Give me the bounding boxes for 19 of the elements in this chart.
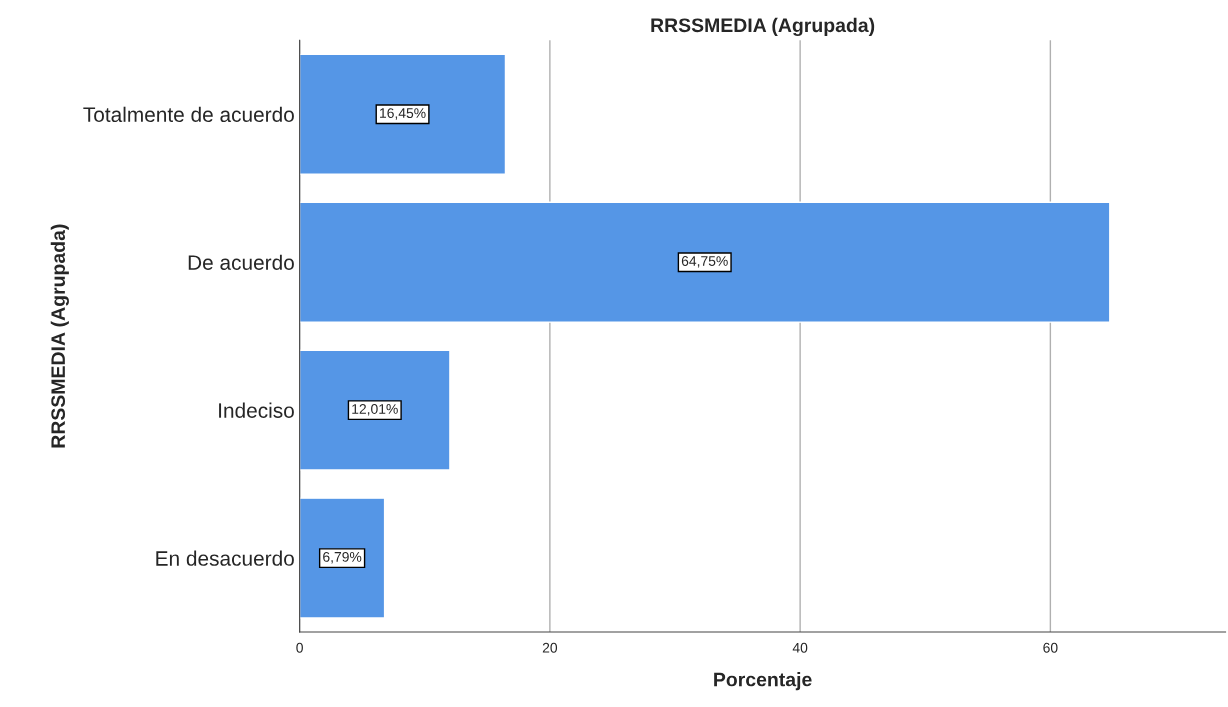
x-axis-title: Porcentaje: [714, 672, 812, 691]
x-tick-label: 40: [792, 642, 808, 653]
y-tick-label: Indeciso: [219, 402, 294, 418]
x-tick-label: 0: [296, 642, 303, 653]
data-label: 64,75%: [681, 256, 728, 268]
chart-title: RRSSMEDIA (Agrupada): [651, 17, 875, 37]
y-tick-label: De acuerdo: [188, 254, 294, 270]
bar: [299, 53, 507, 175]
y-axis-title: RRSSMEDIA (Agrupada): [50, 224, 69, 448]
data-label: 12,01%: [352, 404, 398, 416]
bar: [299, 349, 451, 471]
bar: [299, 497, 386, 619]
data-label: 16,45%: [380, 108, 426, 120]
y-tick-label: En desacuerdo: [156, 550, 294, 566]
data-label: 6,79%: [323, 551, 362, 564]
y-tick-label: Totalmente de acuerdo: [83, 106, 294, 123]
x-tick-label: 20: [542, 642, 558, 653]
bar: [299, 201, 1111, 323]
x-tick-label: 60: [1043, 642, 1058, 653]
